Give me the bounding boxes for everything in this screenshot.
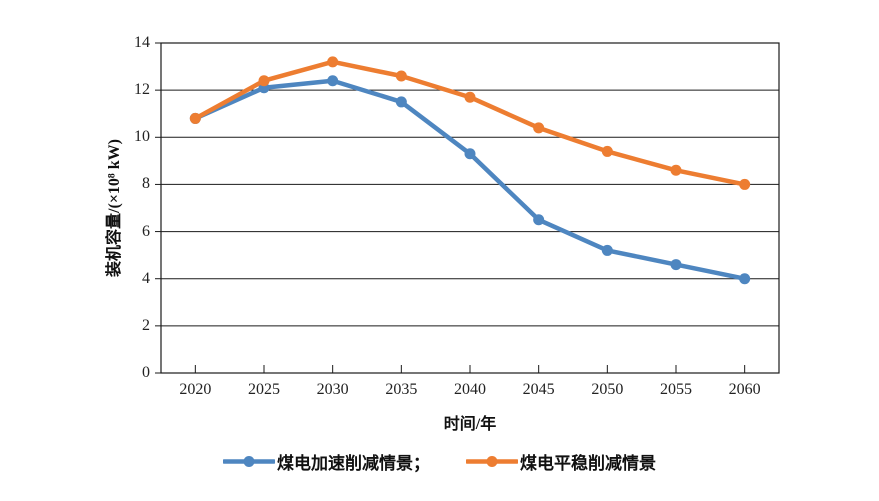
legend: 煤电加速削减情景； 煤电平稳削减情景 [0,449,879,474]
x-tick-label: 2050 [591,381,624,398]
y-tick-label: 14 [134,34,150,51]
y-tick-label: 8 [142,175,150,193]
x-tick-label: 2030 [316,381,349,398]
legend-line-marker-icon [223,455,275,468]
x-tick-label: 2055 [660,381,692,398]
legend-label-steady-reduction: 煤电平稳削减情景 [520,454,656,473]
x-tick-label: 2035 [385,381,418,398]
legend-item-accelerated-reduction: 煤电加速削减情景； [223,449,430,474]
y-tick-label: 0 [142,364,150,381]
y-tick-label: 2 [142,316,150,334]
legend-label-accelerated-reduction: 煤电加速削减情景； [277,454,430,473]
y-tick-label: 6 [142,222,150,240]
x-tick-label: 2025 [248,381,280,398]
legend-line-marker-icon [466,455,518,468]
y-axis-title: 装机容量/(×10⁸ kW) [106,139,123,277]
x-tick-label: 2020 [179,381,212,398]
legend-item-steady-reduction: 煤电平稳削减情景 [466,449,656,474]
x-tick-label: 2060 [728,381,761,398]
x-axis-title: 时间/年 [443,416,497,433]
y-tick-label: 12 [134,81,150,99]
y-tick-label: 4 [142,269,150,287]
y-tick-label: 10 [134,128,150,146]
x-tick-label: 2040 [454,381,486,398]
x-tick-label: 2045 [522,381,555,398]
